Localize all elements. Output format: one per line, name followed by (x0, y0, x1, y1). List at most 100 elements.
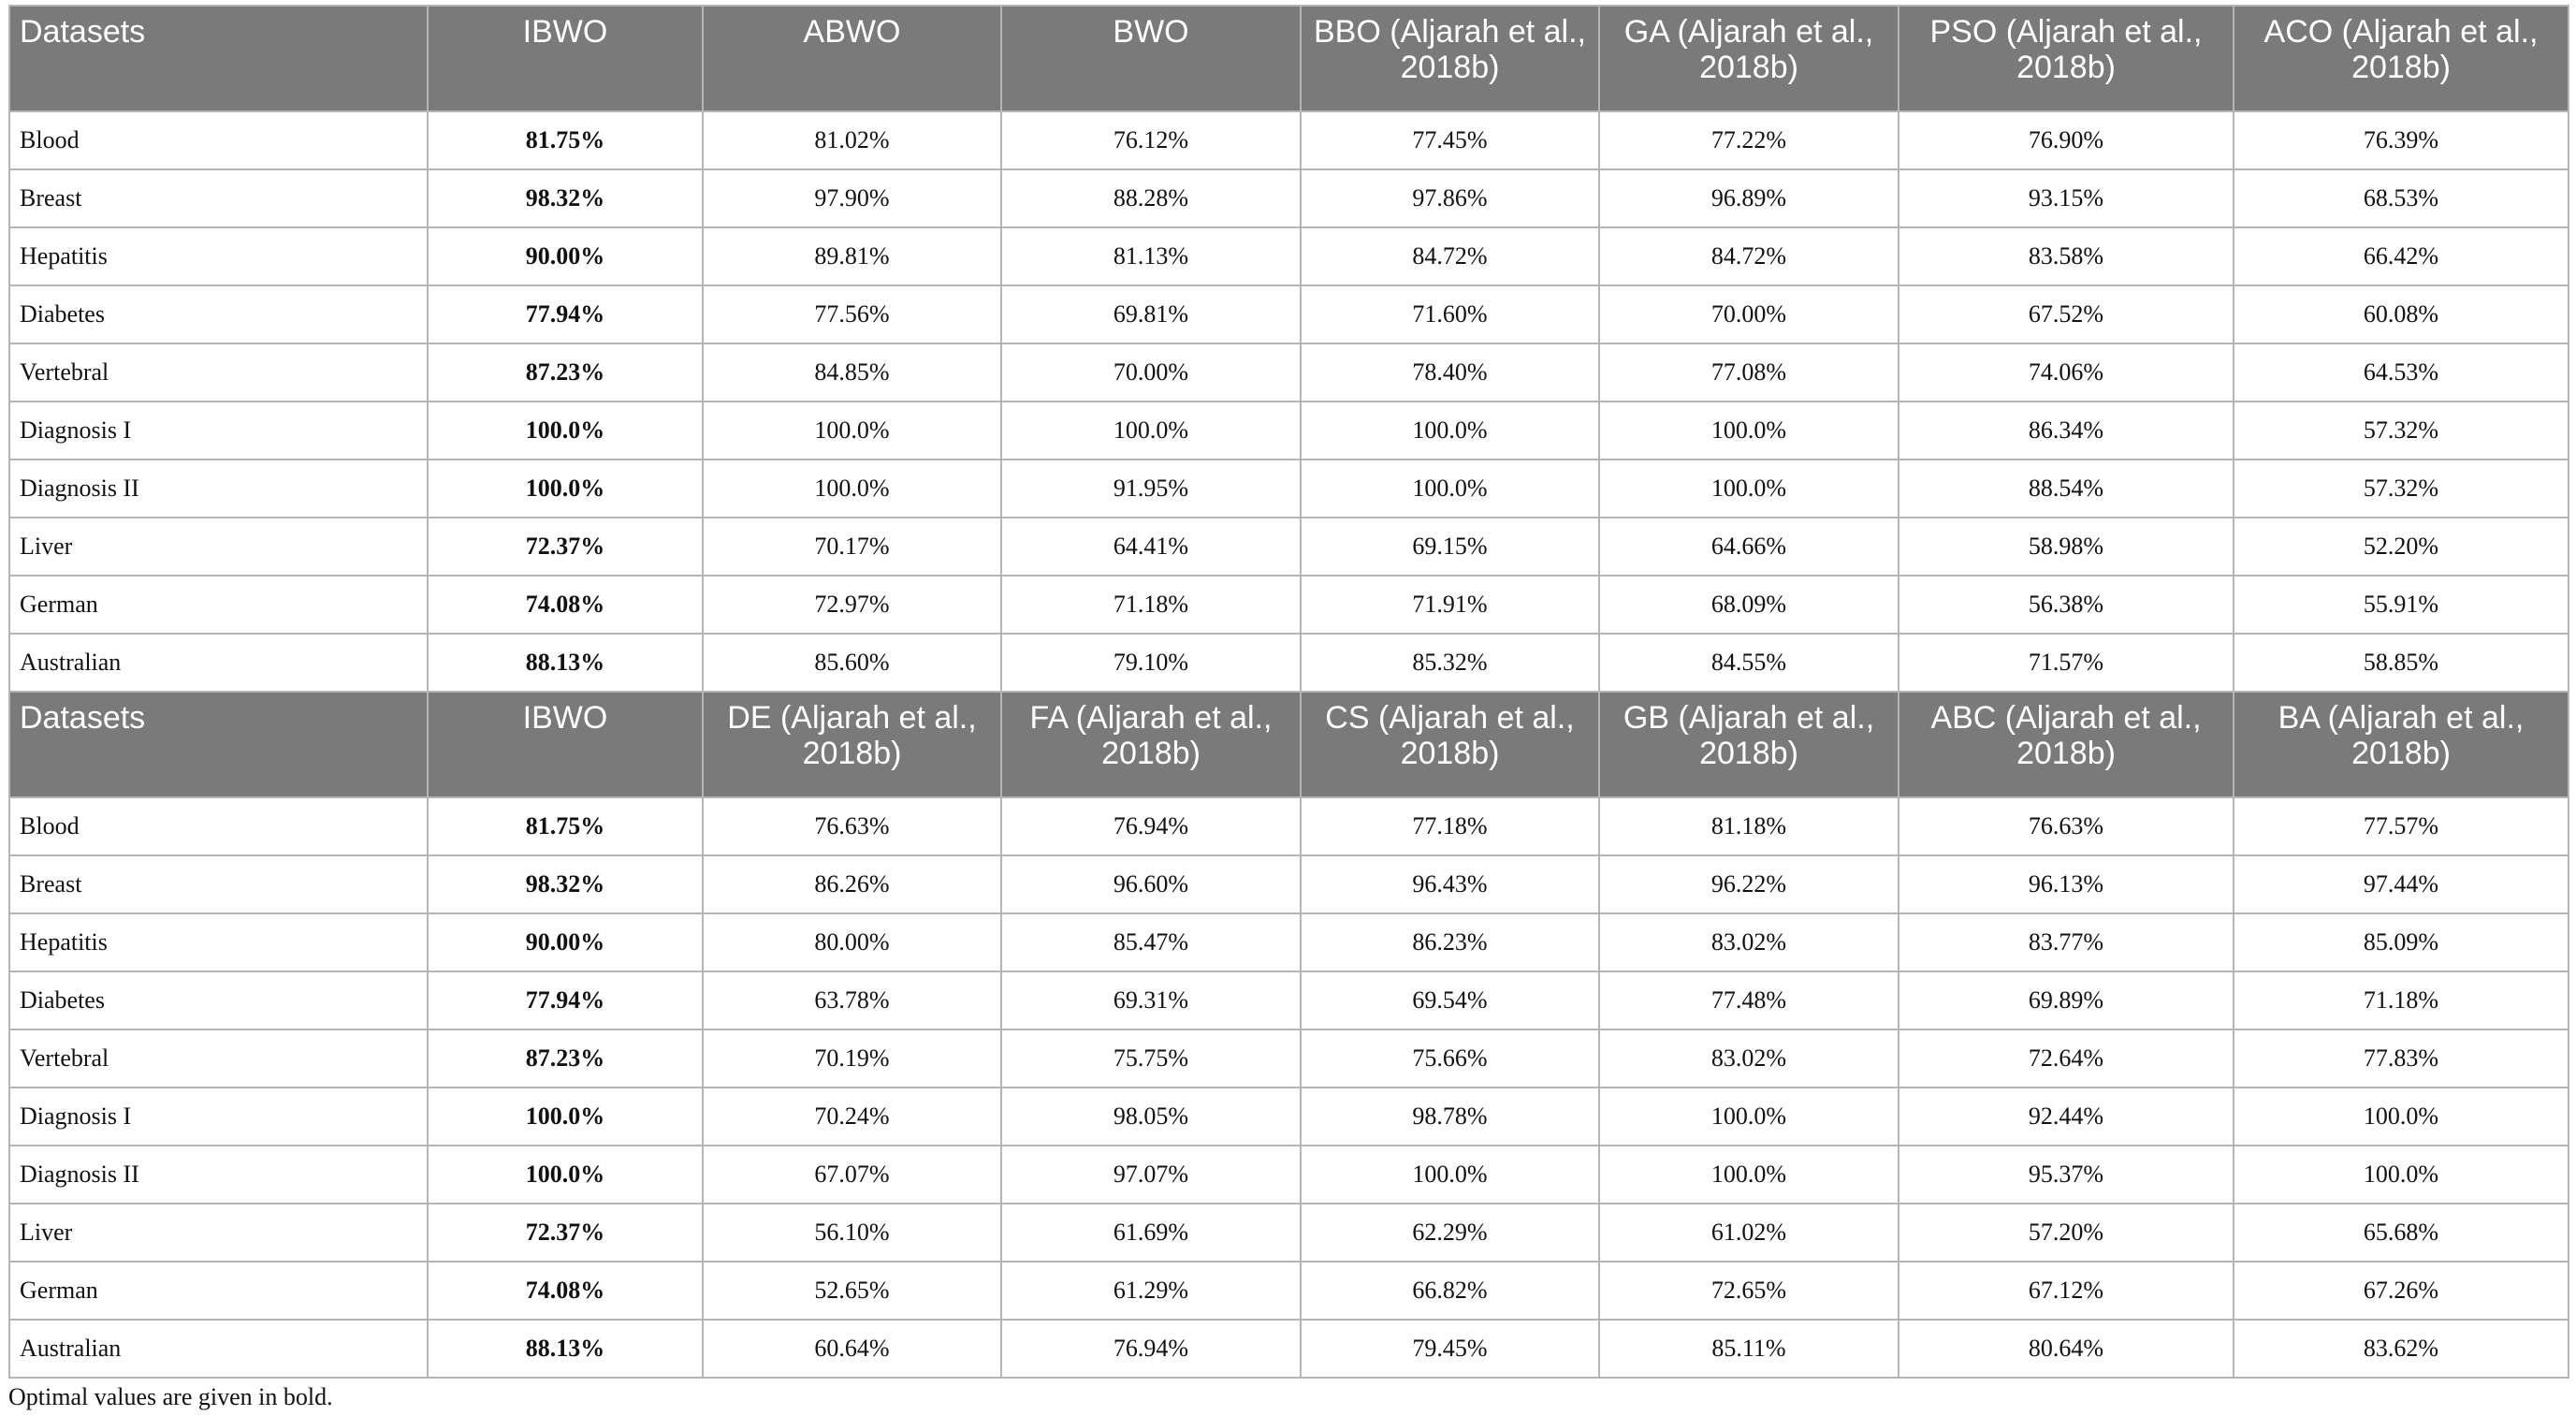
results-table: Datasets IBWO ABWO BWO BBO (Aljarah et al., … (8, 5, 2569, 1379)
cell: German (8, 1261, 429, 1321)
cell: 58.85% (2233, 633, 2569, 693)
cell: 93.15% (1898, 168, 2234, 228)
cell: 98.78% (1300, 1087, 1600, 1146)
cell: 81.18% (1598, 796, 1899, 856)
cell: 69.81% (1000, 285, 1302, 344)
data-row: Diabetes 77.94% 77.56% 69.81% 71.60% 70.00% 67… (8, 285, 2569, 344)
cell: 70.24% (702, 1087, 1002, 1146)
cell: 97.44% (2233, 854, 2569, 914)
cell: 69.31% (1000, 971, 1302, 1030)
data-row: Diagnosis II 100.0% 67.07% 97.07% 100.0% 100.… (8, 1145, 2569, 1204)
cell: 74.06% (1898, 343, 2234, 402)
cell: 57.32% (2233, 401, 2569, 460)
cell: 85.47% (1000, 912, 1302, 972)
cell: 75.75% (1000, 1029, 1302, 1088)
cell: 100.0% (2233, 1145, 2569, 1204)
cell: 77.48% (1598, 971, 1899, 1030)
cell: 85.60% (702, 633, 1002, 693)
cell: 58.98% (1898, 517, 2234, 577)
cell: 76.12% (1000, 110, 1302, 170)
header-cell: BWO (1000, 5, 1302, 112)
cell: 76.90% (1898, 110, 2234, 170)
cell: 64.66% (1598, 517, 1899, 577)
cell: 88.54% (1898, 459, 2234, 518)
cell: 67.12% (1898, 1261, 2234, 1321)
data-row: Breast 98.32% 97.90% 88.28% 97.86% 96.89% 93.1… (8, 168, 2569, 228)
data-row: German 74.08% 52.65% 61.29% 66.82% 72.65% 67.1… (8, 1261, 2569, 1321)
cell: Australian (8, 633, 429, 693)
cell: 68.53% (2233, 168, 2569, 228)
cell: 76.94% (1000, 796, 1302, 856)
cell: Diabetes (8, 971, 429, 1030)
cell: 83.02% (1598, 912, 1899, 972)
cell: 77.94% (427, 971, 704, 1030)
cell: 88.13% (427, 633, 704, 693)
cell: Diagnosis I (8, 1087, 429, 1146)
data-row: Breast 98.32% 86.26% 96.60% 96.43% 96.22% 96.1… (8, 854, 2569, 914)
cell: 100.0% (2233, 1087, 2569, 1146)
header-cell: CS (Aljarah et al., 2018b) (1300, 691, 1600, 798)
cell: Diabetes (8, 285, 429, 344)
cell: 86.34% (1898, 401, 2234, 460)
cell: Diagnosis I (8, 401, 429, 460)
cell: 86.23% (1300, 912, 1600, 972)
data-row: Liver 72.37% 70.17% 64.41% 69.15% 64.66% 58.98… (8, 517, 2569, 577)
cell: Breast (8, 854, 429, 914)
cell: 65.68% (2233, 1203, 2569, 1263)
header-cell: Datasets (8, 691, 429, 798)
cell: 92.44% (1898, 1087, 2234, 1146)
cell: 62.29% (1300, 1203, 1600, 1263)
cell: 85.32% (1300, 633, 1600, 693)
cell: 100.0% (1300, 401, 1600, 460)
header-cell: Datasets (8, 5, 429, 112)
cell: 98.32% (427, 168, 704, 228)
data-row: Blood 81.75% 76.63% 76.94% 77.18% 81.18% 76.63… (8, 796, 2569, 856)
header-cell: ACO (Aljarah et al., 2018b) (2233, 5, 2569, 112)
cell: 100.0% (1598, 459, 1899, 518)
cell: Diagnosis II (8, 1145, 429, 1204)
cell: 83.77% (1898, 912, 2234, 972)
cell: 69.15% (1300, 517, 1600, 577)
cell: 69.54% (1300, 971, 1600, 1030)
cell: 100.0% (702, 401, 1002, 460)
cell: Vertebral (8, 343, 429, 402)
cell: 80.64% (1898, 1319, 2234, 1379)
cell: 84.72% (1598, 226, 1899, 286)
cell: 74.08% (427, 575, 704, 635)
cell: 77.45% (1300, 110, 1600, 170)
header-cell: PSO (Aljarah et al., 2018b) (1898, 5, 2234, 112)
cell: 75.66% (1300, 1029, 1600, 1088)
cell: 55.91% (2233, 575, 2569, 635)
cell: 69.89% (1898, 971, 2234, 1030)
cell: 67.07% (702, 1145, 1002, 1204)
cell: 72.37% (427, 517, 704, 577)
cell: 72.37% (427, 1203, 704, 1263)
cell: 88.13% (427, 1319, 704, 1379)
cell: 83.62% (2233, 1319, 2569, 1379)
cell: 81.75% (427, 110, 704, 170)
header-cell: ABWO (702, 5, 1002, 112)
cell: Australian (8, 1319, 429, 1379)
cell: 72.65% (1598, 1261, 1899, 1321)
cell: 76.39% (2233, 110, 2569, 170)
cell: 98.05% (1000, 1087, 1302, 1146)
cell: 60.64% (702, 1319, 1002, 1379)
data-row: Liver 72.37% 56.10% 61.69% 62.29% 61.02% 57.20… (8, 1203, 2569, 1263)
cell: 84.72% (1300, 226, 1600, 286)
cell: 70.17% (702, 517, 1002, 577)
cell: 81.02% (702, 110, 1002, 170)
cell: 81.13% (1000, 226, 1302, 286)
cell: 96.89% (1598, 168, 1899, 228)
cell: 96.22% (1598, 854, 1899, 914)
header-cell: GB (Aljarah et al., 2018b) (1598, 691, 1899, 798)
cell: 61.02% (1598, 1203, 1899, 1263)
cell: 81.75% (427, 796, 704, 856)
cell: 80.00% (702, 912, 1002, 972)
cell: 72.64% (1898, 1029, 2234, 1088)
cell: Blood (8, 796, 429, 856)
cell: 100.0% (427, 1145, 704, 1204)
cell: 57.20% (1898, 1203, 2234, 1263)
cell: 97.90% (702, 168, 1002, 228)
cell: 67.52% (1898, 285, 2234, 344)
